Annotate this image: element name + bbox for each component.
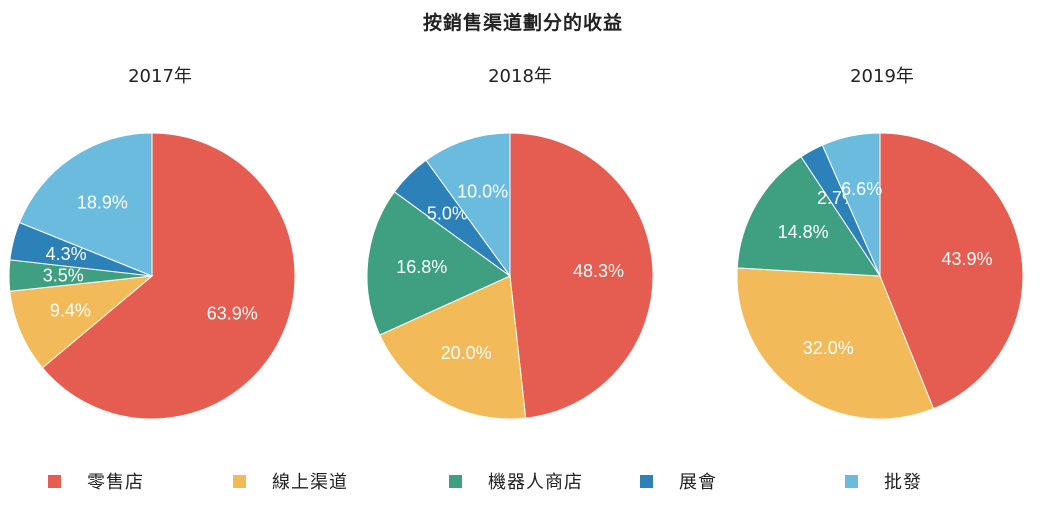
pie-slice-online xyxy=(736,267,935,420)
pie-slice-robot-store xyxy=(366,191,511,336)
slice-label-online: 20.0% xyxy=(441,343,492,363)
slice-label-wholesale: 10.0% xyxy=(457,182,508,202)
legend-swatch-retail xyxy=(48,474,61,488)
pie-slice-wholesale xyxy=(18,132,153,277)
pie-title: 2018年 xyxy=(488,66,552,87)
slice-label-online: 32.0% xyxy=(803,338,854,358)
legend-item-retail: 零售店 xyxy=(48,468,144,494)
slice-label-exhibition: 5.0% xyxy=(427,203,468,223)
legend-item-online: 線上渠道 xyxy=(233,468,348,494)
pie-title: 2019年 xyxy=(850,66,914,87)
slice-label-retail: 43.9% xyxy=(941,249,992,269)
legend: 零售店 線上渠道 機器人商店 展會 批發 xyxy=(0,468,1046,494)
slice-label-wholesale: 6.6% xyxy=(841,179,882,199)
pie-title: 2017年 xyxy=(128,66,192,87)
legend-item-robot-store: 機器人商店 xyxy=(449,468,583,494)
legend-swatch-robot-store xyxy=(449,474,462,488)
legend-label-wholesale: 批發 xyxy=(884,472,922,493)
slice-label-wholesale: 18.9% xyxy=(77,193,128,213)
legend-label-exhibition: 展會 xyxy=(679,472,717,493)
pie-1: 2018年 48.3% 20.0% 16.8% 5.0%10.0% xyxy=(366,66,654,420)
pie-slice-retail xyxy=(41,132,296,420)
slice-label-retail: 63.9% xyxy=(207,304,258,324)
legend-swatch-online xyxy=(233,474,246,488)
legend-item-exhibition: 展會 xyxy=(640,468,717,494)
pie-slice-robot-store xyxy=(736,156,881,277)
chart-title: 按銷售渠道劃分的收益 xyxy=(422,12,623,34)
pie-slice-wholesale xyxy=(821,132,881,277)
slice-label-retail: 48.3% xyxy=(573,261,624,281)
slice-label-online: 9.4% xyxy=(50,301,91,321)
pie-slice-online xyxy=(379,275,527,420)
legend-label-robot-store: 機器人商店 xyxy=(488,472,583,493)
slice-label-robot-store: 16.8% xyxy=(396,257,447,277)
slice-label-exhibition: 4.3% xyxy=(46,244,87,264)
legend-swatch-wholesale xyxy=(845,474,858,488)
legend-swatch-exhibition xyxy=(640,474,653,488)
pie-slice-retail xyxy=(879,132,1024,410)
slice-label-robot-store: 3.5% xyxy=(43,266,84,286)
legend-label-online: 線上渠道 xyxy=(272,472,348,493)
legend-item-wholesale: 批發 xyxy=(845,468,922,494)
pie-0: 2017年 63.9% 9.4% 3.5%4.3% 18.9% xyxy=(8,66,296,420)
pie-slice-retail xyxy=(509,132,654,419)
pie-slice-online xyxy=(9,275,154,369)
legend-label-retail: 零售店 xyxy=(87,472,144,493)
slice-label-robot-store: 14.8% xyxy=(778,222,829,242)
pie-charts: 2017年 63.9% 9.4% 3.5%4.3% 18.9% 2018年 48.3% 20.… xyxy=(8,66,1024,420)
pie-slice-wholesale xyxy=(425,132,511,278)
